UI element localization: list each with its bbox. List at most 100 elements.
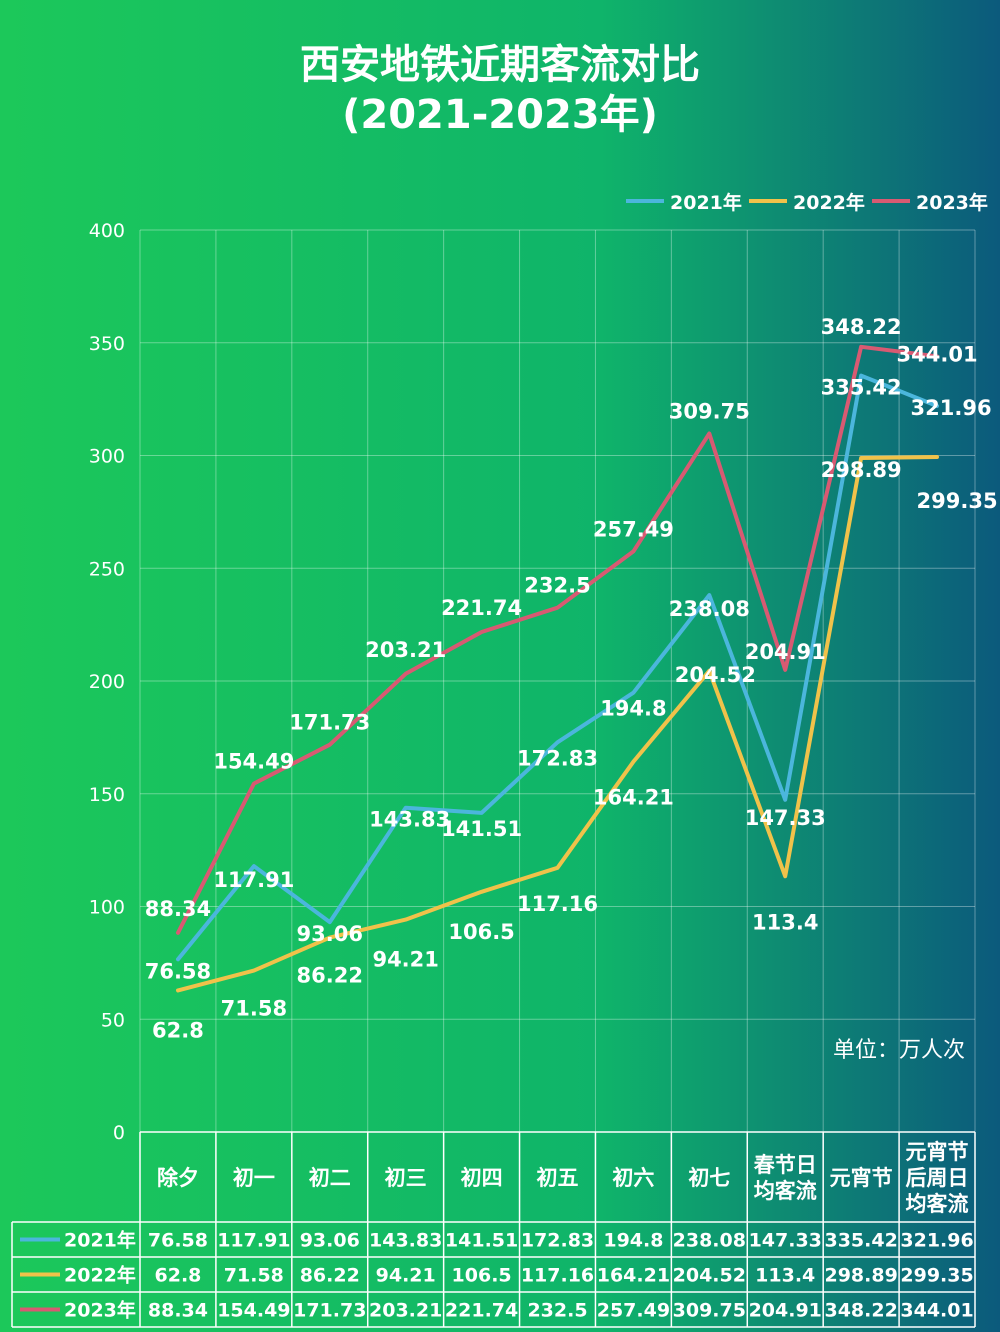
- table-cell: 88.34: [148, 1300, 208, 1322]
- data-label: 309.75: [669, 400, 750, 424]
- y-axis: 0 50 100 150 200 250 300 350 400: [89, 220, 125, 1144]
- data-label: 172.83: [517, 746, 598, 770]
- legend-label: 2022年: [793, 191, 865, 214]
- table-cell: 204.91: [749, 1300, 822, 1322]
- x-tick-label: 初二: [309, 1166, 351, 1190]
- chart-title-line1: 西安地铁近期客流对比: [300, 42, 700, 88]
- y-tick-label: 150: [89, 784, 125, 806]
- table-row-label: 2022年: [64, 1264, 136, 1287]
- y-tick-label: 0: [113, 1122, 125, 1144]
- table-cell: 321.96: [900, 1230, 973, 1252]
- data-label: 164.21: [593, 786, 674, 810]
- table-cell: 117.16: [521, 1265, 594, 1287]
- y-tick-label: 200: [89, 671, 125, 693]
- x-tick-label: 均客流: [754, 1179, 817, 1203]
- data-label: 221.74: [441, 596, 522, 620]
- y-tick-label: 50: [101, 1009, 125, 1031]
- table-cell: 257.49: [597, 1300, 670, 1322]
- table-cell: 94.21: [376, 1265, 436, 1287]
- table-cell: 171.73: [293, 1300, 366, 1322]
- x-tick-label: 元宵节: [830, 1166, 893, 1190]
- series-line: [176, 373, 939, 962]
- table-cell: 141.51: [445, 1230, 518, 1252]
- x-tick-label: 初五: [537, 1166, 579, 1190]
- table-cell: 106.5: [452, 1265, 512, 1287]
- table-cell: 147.33: [749, 1230, 822, 1252]
- data-label: 117.91: [213, 868, 294, 892]
- data-label: 113.4: [752, 910, 818, 934]
- table-cell: 238.08: [673, 1230, 746, 1252]
- x-tick-label: 初七: [688, 1166, 730, 1190]
- table-cell: 221.74: [445, 1300, 518, 1322]
- data-label: 141.51: [441, 817, 522, 841]
- table-cell: 348.22: [824, 1300, 897, 1322]
- table-cell: 204.52: [673, 1265, 746, 1287]
- series-lines: [176, 344, 939, 993]
- data-label: 335.42: [821, 376, 902, 400]
- data-label: 88.34: [145, 897, 211, 921]
- data-label: 62.8: [152, 1018, 204, 1042]
- table-cell: 172.83: [521, 1230, 594, 1252]
- series-line: [176, 455, 939, 993]
- y-tick-label: 100: [89, 897, 125, 919]
- table-cell: 299.35: [900, 1265, 973, 1287]
- legend-label: 2023年: [916, 191, 988, 214]
- table-row-label: 2023年: [64, 1299, 136, 1322]
- table-cell: 203.21: [369, 1300, 442, 1322]
- x-tick-label: 初六: [612, 1166, 654, 1190]
- data-label: 344.01: [897, 342, 978, 366]
- x-tick-label: 春节日: [754, 1153, 817, 1177]
- table-cell: 232.5: [527, 1300, 587, 1322]
- table-cell: 93.06: [300, 1230, 360, 1252]
- data-label: 147.33: [745, 806, 826, 830]
- table-cell: 194.8: [603, 1230, 663, 1252]
- legend: 2021年 2022年 2023年: [626, 191, 988, 214]
- x-tick-label: 初四: [461, 1166, 503, 1190]
- table-cell: 76.58: [148, 1230, 208, 1252]
- data-label: 194.8: [600, 697, 666, 721]
- table-cell: 117.91: [217, 1230, 290, 1252]
- data-label: 143.83: [369, 808, 450, 832]
- data-label: 257.49: [593, 517, 674, 541]
- data-label: 93.06: [297, 922, 363, 946]
- table-cell: 344.01: [900, 1300, 973, 1322]
- data-label: 232.5: [524, 574, 590, 598]
- y-tick-label: 350: [89, 333, 125, 355]
- data-label: 204.91: [745, 640, 826, 664]
- grid: [139, 229, 976, 1133]
- x-tick-label: 均客流: [906, 1192, 969, 1216]
- data-label: 348.22: [821, 315, 902, 339]
- data-label: 204.52: [675, 663, 756, 687]
- data-label: 171.73: [289, 711, 370, 735]
- series-line: [176, 344, 939, 935]
- legend-label: 2021年: [670, 191, 742, 214]
- chart-title-line2: (2021-2023年): [342, 92, 658, 138]
- table-cell: 164.21: [597, 1265, 670, 1287]
- unit-label: 单位：万人次: [833, 1038, 965, 1063]
- data-label: 76.58: [145, 959, 211, 983]
- table-cell: 335.42: [824, 1230, 897, 1252]
- table-cell: 309.75: [673, 1300, 746, 1322]
- data-label: 94.21: [372, 948, 438, 972]
- table-cell: 113.4: [755, 1265, 815, 1287]
- table-cell: 62.8: [155, 1265, 202, 1287]
- x-tick-label: 初一: [233, 1166, 275, 1190]
- data-label: 86.22: [297, 964, 363, 988]
- data-label: 321.96: [911, 396, 992, 420]
- x-tick-label: 后周日: [906, 1166, 969, 1190]
- data-label: 71.58: [221, 997, 287, 1021]
- data-label: 154.49: [213, 750, 294, 774]
- data-label: 117.16: [517, 892, 598, 916]
- table-row-label: 2021年: [64, 1229, 136, 1252]
- y-tick-label: 400: [89, 220, 125, 242]
- data-label: 299.35: [917, 489, 998, 513]
- table-cell: 298.89: [824, 1265, 897, 1287]
- data-label: 106.5: [448, 920, 514, 944]
- table-cell: 154.49: [217, 1300, 290, 1322]
- x-tick-label: 除夕: [157, 1166, 199, 1190]
